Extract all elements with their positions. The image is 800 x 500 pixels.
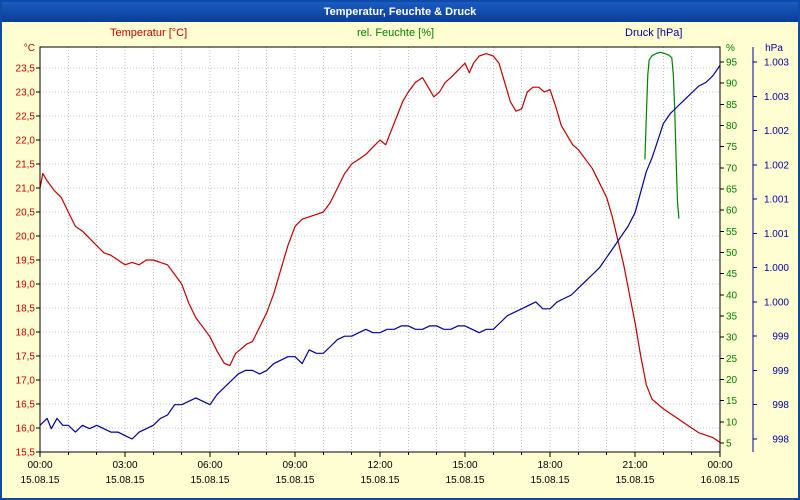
- svg-text:19,5: 19,5: [16, 256, 36, 267]
- plot-background: [40, 47, 720, 452]
- svg-text:%: %: [726, 43, 735, 54]
- svg-text:60: 60: [726, 206, 738, 217]
- svg-text:hPa: hPa: [765, 43, 783, 54]
- humidity-axis: 5 10 15 20 25 30 35 40 45 50 55 60 65 70 75 80 85 90 95%: [720, 43, 738, 450]
- svg-text:1.001: 1.001: [764, 195, 789, 206]
- humidity-axis-title: rel. Feuchte [%]: [357, 27, 435, 39]
- svg-text:00:00: 00:00: [27, 460, 52, 471]
- svg-text:20,0: 20,0: [16, 232, 36, 243]
- svg-text:18,0: 18,0: [16, 328, 36, 339]
- svg-text:999: 999: [772, 332, 789, 343]
- svg-text:90: 90: [726, 79, 738, 90]
- svg-text:10: 10: [726, 417, 738, 428]
- svg-text:15.08.15: 15.08.15: [276, 475, 315, 486]
- svg-text:03:00: 03:00: [112, 460, 137, 471]
- svg-text:15.08.15: 15.08.15: [191, 475, 230, 486]
- svg-text:23,0: 23,0: [16, 88, 36, 99]
- svg-text:65: 65: [726, 185, 738, 196]
- temperature-axis: 15,5 16,0 16,5 17,0 17,5 18,0 18,5 19,0 19,5 20,0…: [16, 43, 40, 459]
- svg-text:1.000: 1.000: [764, 297, 789, 308]
- svg-text:5: 5: [726, 439, 732, 450]
- window-title: Temperatur, Feuchte & Druck: [323, 6, 477, 18]
- svg-text:17,5: 17,5: [16, 352, 36, 363]
- svg-text:15.08.15: 15.08.15: [361, 475, 400, 486]
- gridlines: [40, 47, 720, 452]
- svg-text:15.08.15: 15.08.15: [616, 475, 655, 486]
- svg-text:1.002: 1.002: [764, 126, 789, 137]
- svg-text:998: 998: [772, 435, 789, 446]
- svg-text:21:00: 21:00: [622, 460, 647, 471]
- svg-text:21,0: 21,0: [16, 184, 36, 195]
- svg-text:1.002: 1.002: [764, 160, 789, 171]
- svg-text:15: 15: [726, 396, 738, 407]
- temperature-axis-title: Temperatur [°C]: [110, 27, 188, 39]
- svg-text:15.08.15: 15.08.15: [531, 475, 570, 486]
- svg-text:999: 999: [772, 366, 789, 377]
- svg-text:998: 998: [772, 400, 789, 411]
- svg-text:16,5: 16,5: [16, 400, 36, 411]
- svg-text:06:00: 06:00: [197, 460, 222, 471]
- svg-text:1.003: 1.003: [764, 92, 789, 103]
- svg-text:16,0: 16,0: [16, 424, 36, 435]
- svg-text:80: 80: [726, 121, 738, 132]
- svg-text:55: 55: [726, 227, 738, 238]
- svg-text:85: 85: [726, 100, 738, 111]
- svg-text:22,0: 22,0: [16, 136, 36, 147]
- svg-text:40: 40: [726, 290, 738, 301]
- svg-text:1.000: 1.000: [764, 263, 789, 274]
- svg-text:50: 50: [726, 248, 738, 259]
- svg-text:23,5: 23,5: [16, 64, 36, 75]
- svg-text:15.08.15: 15.08.15: [21, 475, 60, 486]
- svg-text:18,5: 18,5: [16, 304, 36, 315]
- svg-text:1.001: 1.001: [764, 229, 789, 240]
- svg-text:18:00: 18:00: [537, 460, 562, 471]
- series-rel-feuchte: [644, 51, 680, 219]
- svg-text:25: 25: [726, 354, 738, 365]
- svg-text:45: 45: [726, 269, 738, 280]
- title-bar[interactable]: Temperatur, Feuchte & Druck: [2, 2, 798, 22]
- pressure-axis: 998 998 999 999 1.000 1.000 1.001 1.001 1.002 1.0…: [752, 43, 789, 452]
- svg-text:30: 30: [726, 333, 738, 344]
- svg-text:17,0: 17,0: [16, 376, 36, 387]
- svg-text:19,0: 19,0: [16, 280, 36, 291]
- svg-text:00:00: 00:00: [707, 460, 732, 471]
- svg-text:20: 20: [726, 375, 738, 386]
- svg-text:1.003: 1.003: [764, 57, 789, 68]
- svg-text:20,5: 20,5: [16, 208, 36, 219]
- pressure-axis-title: Druck [hPa]: [625, 27, 683, 39]
- svg-text:35: 35: [726, 312, 738, 323]
- series-temperatur: [39, 52, 721, 443]
- svg-text:70: 70: [726, 163, 738, 174]
- series-druck: [39, 65, 721, 440]
- svg-text:12:00: 12:00: [367, 460, 392, 471]
- svg-text:16.08.15: 16.08.15: [701, 475, 740, 486]
- svg-text:22,5: 22,5: [16, 112, 36, 123]
- svg-text:15:00: 15:00: [452, 460, 477, 471]
- svg-text:15,5: 15,5: [16, 448, 36, 459]
- svg-text:°C: °C: [24, 43, 35, 54]
- svg-text:95: 95: [726, 58, 738, 69]
- svg-text:09:00: 09:00: [282, 460, 307, 471]
- x-axis: 00:00 15.08.15 03:00 15.08.15 06:00 15.08.15 0…: [21, 452, 740, 486]
- svg-text:21,5: 21,5: [16, 160, 36, 171]
- svg-text:15.08.15: 15.08.15: [106, 475, 145, 486]
- svg-text:15.08.15: 15.08.15: [446, 475, 485, 486]
- svg-text:75: 75: [726, 142, 738, 153]
